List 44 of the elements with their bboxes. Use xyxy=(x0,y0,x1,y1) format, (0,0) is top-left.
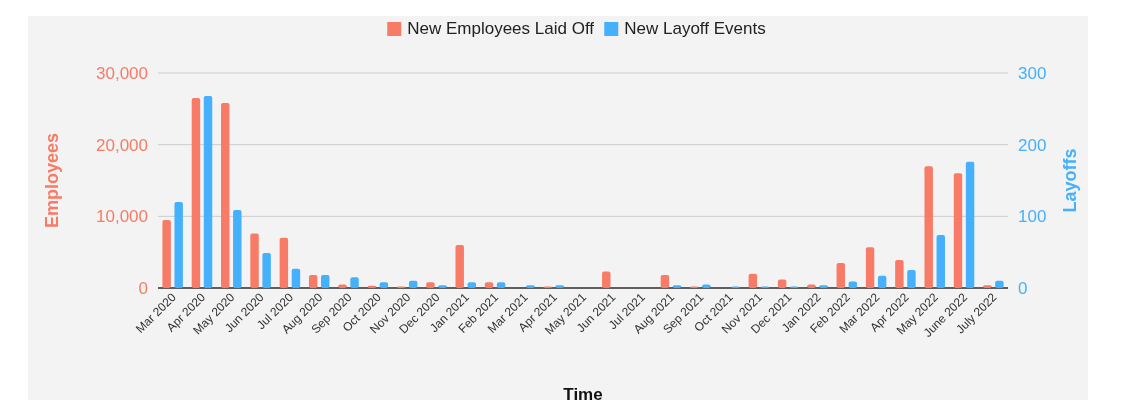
bar xyxy=(467,282,477,288)
y-tick-label: 10,000 xyxy=(96,207,148,227)
bar xyxy=(438,285,447,288)
y2-tick-label: 300 xyxy=(1018,63,1047,83)
bar xyxy=(426,282,435,288)
bar xyxy=(983,285,992,288)
bar xyxy=(865,247,875,288)
bar xyxy=(602,271,611,288)
bar xyxy=(777,279,787,288)
bar xyxy=(455,245,464,288)
y-axis-title: Employees xyxy=(42,132,62,229)
y2-tick-label: 200 xyxy=(1018,135,1047,155)
legend-label: New Layoff Events xyxy=(624,19,766,38)
bar xyxy=(221,103,230,288)
bar xyxy=(748,273,758,288)
bar xyxy=(379,282,389,288)
y2-tick-label: 0 xyxy=(1018,278,1028,298)
bar xyxy=(408,280,418,288)
y-tick-label: 20,000 xyxy=(96,135,148,155)
bar xyxy=(350,277,359,288)
bar xyxy=(321,275,330,288)
bar xyxy=(907,270,916,288)
bar xyxy=(250,233,259,288)
y-tick-label: 0 xyxy=(138,278,148,298)
bar xyxy=(308,275,318,288)
legend-label: New Employees Laid Off xyxy=(407,19,595,38)
bar xyxy=(279,237,289,288)
bar xyxy=(819,285,828,288)
bar xyxy=(262,252,271,288)
y-tick-label: 30,000 xyxy=(96,63,148,83)
bar xyxy=(555,285,564,288)
bar xyxy=(162,219,171,288)
y2-tick-label: 100 xyxy=(1018,207,1047,227)
bar xyxy=(526,285,535,288)
y2-axis-title: Layoffs xyxy=(1060,148,1080,213)
bar xyxy=(660,275,670,288)
bar xyxy=(895,260,904,288)
bar xyxy=(672,285,682,288)
x-axis-title: Time xyxy=(563,385,603,404)
bar xyxy=(924,166,933,288)
bar xyxy=(174,202,183,288)
bar xyxy=(836,262,845,288)
bar xyxy=(233,209,242,288)
bar xyxy=(995,280,1004,288)
